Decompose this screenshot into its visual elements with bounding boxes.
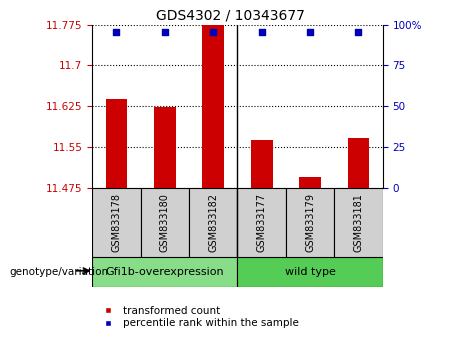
Point xyxy=(209,29,217,35)
Bar xyxy=(106,99,127,188)
Text: GSM833177: GSM833177 xyxy=(257,193,266,252)
Text: genotype/variation: genotype/variation xyxy=(9,267,108,277)
Text: Gfi1b-overexpression: Gfi1b-overexpression xyxy=(106,267,224,277)
Bar xyxy=(251,141,272,188)
Legend: transformed count, percentile rank within the sample: transformed count, percentile rank withi… xyxy=(97,306,299,328)
Bar xyxy=(92,257,237,287)
Text: GSM833180: GSM833180 xyxy=(160,193,170,252)
Bar xyxy=(299,177,321,188)
Text: wild type: wild type xyxy=(284,267,336,277)
Bar xyxy=(237,188,286,257)
Point xyxy=(161,29,169,35)
Bar xyxy=(154,107,176,188)
Point xyxy=(306,29,313,35)
Point xyxy=(112,29,120,35)
Point xyxy=(258,29,266,35)
Bar xyxy=(189,188,237,257)
Bar xyxy=(92,188,141,257)
Point xyxy=(355,29,362,35)
Text: GSM833179: GSM833179 xyxy=(305,193,315,252)
Text: GSM833181: GSM833181 xyxy=(354,193,363,252)
Text: GSM833178: GSM833178 xyxy=(112,193,121,252)
Bar xyxy=(141,188,189,257)
Bar xyxy=(348,138,369,188)
Text: GSM833182: GSM833182 xyxy=(208,193,218,252)
Bar xyxy=(202,25,224,188)
Bar xyxy=(237,257,383,287)
Text: GDS4302 / 10343677: GDS4302 / 10343677 xyxy=(156,9,305,23)
Bar xyxy=(286,188,334,257)
Bar xyxy=(334,188,383,257)
